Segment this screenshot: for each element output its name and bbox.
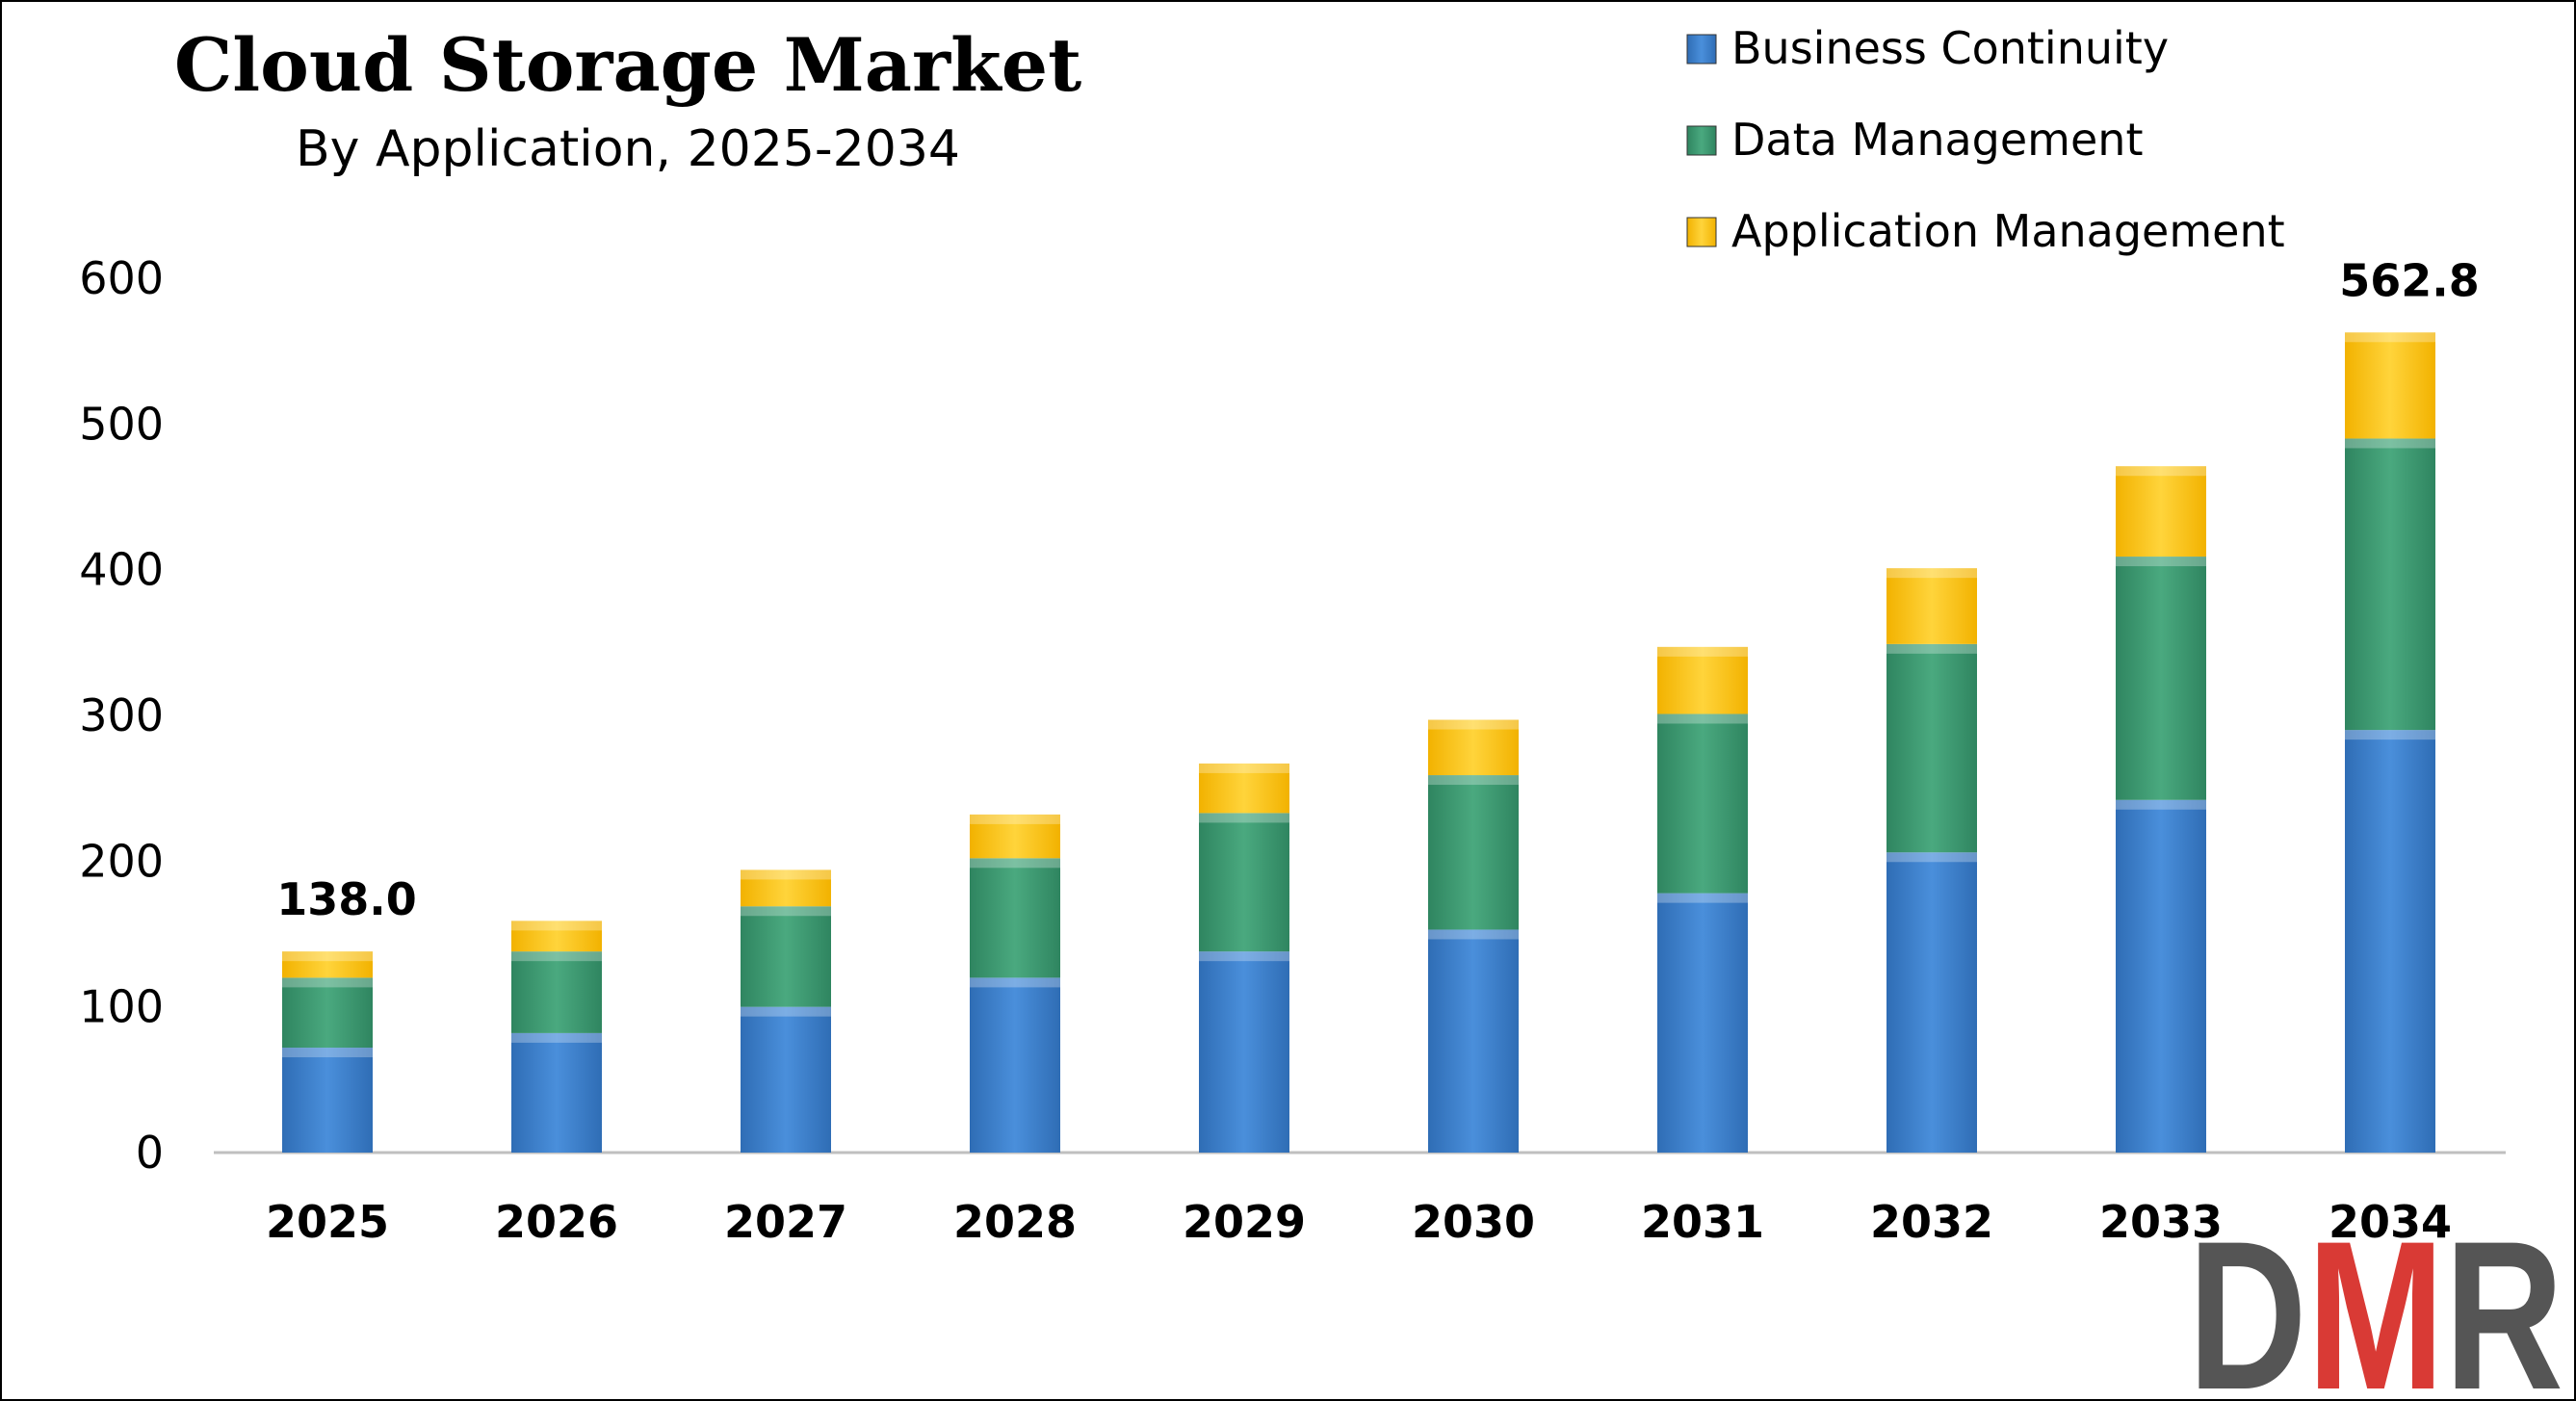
legend-swatch-application-management xyxy=(1686,217,1717,247)
bar-bevel-data-management-2031 xyxy=(1657,713,1748,724)
bar-business-continuity-2032 xyxy=(1886,852,1977,1153)
bar-business-continuity-2030 xyxy=(1428,929,1519,1153)
x-tick-label: 2032 xyxy=(1870,1196,1993,1248)
chart-title: Cloud Storage Market xyxy=(174,22,1081,108)
bar-business-continuity-2026 xyxy=(511,1032,602,1153)
y-tick-label: 300 xyxy=(79,689,164,741)
bar-business-continuity-2031 xyxy=(1657,893,1748,1153)
y-tick-label: 400 xyxy=(79,544,164,596)
dmr-logo-text: DMR xyxy=(2188,1197,2563,1399)
bar-bevel-data-management-2029 xyxy=(1199,813,1289,823)
bar-bevel-business-continuity-2027 xyxy=(741,1006,831,1017)
bar-bevel-application-management-2031 xyxy=(1657,646,1748,657)
bar-data-management-2025 xyxy=(282,977,373,1049)
bar-bevel-business-continuity-2034 xyxy=(2345,730,2435,740)
bar-application-management-2026 xyxy=(511,921,602,952)
bar-bevel-application-management-2032 xyxy=(1886,568,1977,579)
dmr-logo: DMR xyxy=(2188,1197,2563,1399)
bar-bevel-data-management-2032 xyxy=(1886,643,1977,654)
bar-business-continuity-2034 xyxy=(2345,730,2435,1153)
bar-data-management-2028 xyxy=(970,858,1060,978)
bar-bevel-data-management-2033 xyxy=(2116,557,2206,567)
bar-application-management-2032 xyxy=(1886,568,1977,644)
bar-application-management-2029 xyxy=(1199,763,1289,814)
y-tick-label: 200 xyxy=(79,835,164,887)
legend-label-business-continuity: Business Continuity xyxy=(1731,22,2169,74)
y-tick-label: 100 xyxy=(79,981,164,1033)
legend-label-application-management: Application Management xyxy=(1731,205,2285,257)
bar-bevel-application-management-2026 xyxy=(511,921,602,931)
bar-application-management-2030 xyxy=(1428,719,1519,776)
bar-application-management-2034 xyxy=(2345,332,2435,439)
bar-business-continuity-2028 xyxy=(970,977,1060,1153)
legend-swatch-business-continuity xyxy=(1686,34,1717,65)
y-tick-label: 500 xyxy=(79,398,164,450)
bar-bevel-business-continuity-2029 xyxy=(1199,951,1289,962)
y-tick-label: 0 xyxy=(136,1127,164,1179)
bar-bevel-application-management-2028 xyxy=(970,814,1060,824)
bar-bevel-business-continuity-2033 xyxy=(2116,799,2206,810)
bar-bevel-application-management-2029 xyxy=(1199,763,1289,773)
y-axis: 0 100 200 300 400 500 600 xyxy=(79,252,164,1179)
bar-bevel-business-continuity-2025 xyxy=(282,1048,373,1058)
x-tick-label: 2033 xyxy=(2099,1196,2223,1248)
bar-bevel-application-management-2033 xyxy=(2116,466,2206,477)
bar-business-continuity-2025 xyxy=(282,1048,373,1153)
bar-data-management-2030 xyxy=(1428,775,1519,930)
bar-data-management-2026 xyxy=(511,951,602,1033)
data-label-2034: 562.8 xyxy=(2339,254,2480,306)
x-tick-label: 2027 xyxy=(724,1196,847,1248)
bar-bevel-data-management-2026 xyxy=(511,951,602,962)
bar-application-management-2033 xyxy=(2116,466,2206,558)
bar-application-management-2025 xyxy=(282,951,373,978)
bar-bevel-business-continuity-2028 xyxy=(970,977,1060,988)
bar-business-continuity-2027 xyxy=(741,1006,831,1153)
x-tick-label: 2026 xyxy=(495,1196,618,1248)
bar-application-management-2031 xyxy=(1657,646,1748,714)
bar-bevel-data-management-2034 xyxy=(2345,438,2435,449)
x-tick-label: 2028 xyxy=(953,1196,1077,1248)
bar-bevel-data-management-2025 xyxy=(282,977,373,988)
bar-data-management-2029 xyxy=(1199,813,1289,952)
x-tick-label: 2029 xyxy=(1183,1196,1306,1248)
bar-data-management-2027 xyxy=(741,906,831,1007)
bar-bevel-data-management-2028 xyxy=(970,858,1060,869)
bar-bevel-application-management-2027 xyxy=(741,869,831,880)
x-tick-label: 2034 xyxy=(2329,1196,2452,1248)
bar-bevel-business-continuity-2031 xyxy=(1657,893,1748,903)
bar-business-continuity-2033 xyxy=(2116,799,2206,1153)
bar-data-management-2032 xyxy=(1886,643,1977,853)
x-tick-label: 2030 xyxy=(1412,1196,1535,1248)
legend-swatch-data-management xyxy=(1686,125,1717,156)
data-labels: 138.0 562.8 xyxy=(276,254,2480,925)
bar-bevel-data-management-2027 xyxy=(741,906,831,917)
bar-bevel-data-management-2030 xyxy=(1428,775,1519,786)
x-tick-label: 2031 xyxy=(1641,1196,1764,1248)
y-tick-label: 600 xyxy=(79,252,164,304)
bar-bevel-application-management-2025 xyxy=(282,951,373,962)
chart-subtitle: By Application, 2025-2034 xyxy=(296,120,960,178)
bar-data-management-2034 xyxy=(2345,438,2435,731)
bar-business-continuity-2029 xyxy=(1199,951,1289,1153)
legend-label-data-management: Data Management xyxy=(1731,114,2143,166)
bar-data-management-2031 xyxy=(1657,713,1748,894)
bar-bevel-application-management-2034 xyxy=(2345,332,2435,343)
bar-bevel-business-continuity-2030 xyxy=(1428,929,1519,940)
bar-bevel-business-continuity-2032 xyxy=(1886,852,1977,863)
x-axis: 2025 2026 2027 2028 2029 2030 2031 2032 2033 2034 xyxy=(266,1196,2452,1248)
bar-bevel-business-continuity-2026 xyxy=(511,1032,602,1043)
bar-bevel-application-management-2030 xyxy=(1428,719,1519,730)
bar-application-management-2027 xyxy=(741,869,831,907)
x-tick-label: 2025 xyxy=(266,1196,389,1248)
bar-application-management-2028 xyxy=(970,814,1060,859)
data-label-2025: 138.0 xyxy=(276,873,417,925)
bars xyxy=(282,332,2435,1153)
legend: Business Continuity Data Management Applic… xyxy=(1686,22,2285,257)
bar-data-management-2033 xyxy=(2116,557,2206,800)
